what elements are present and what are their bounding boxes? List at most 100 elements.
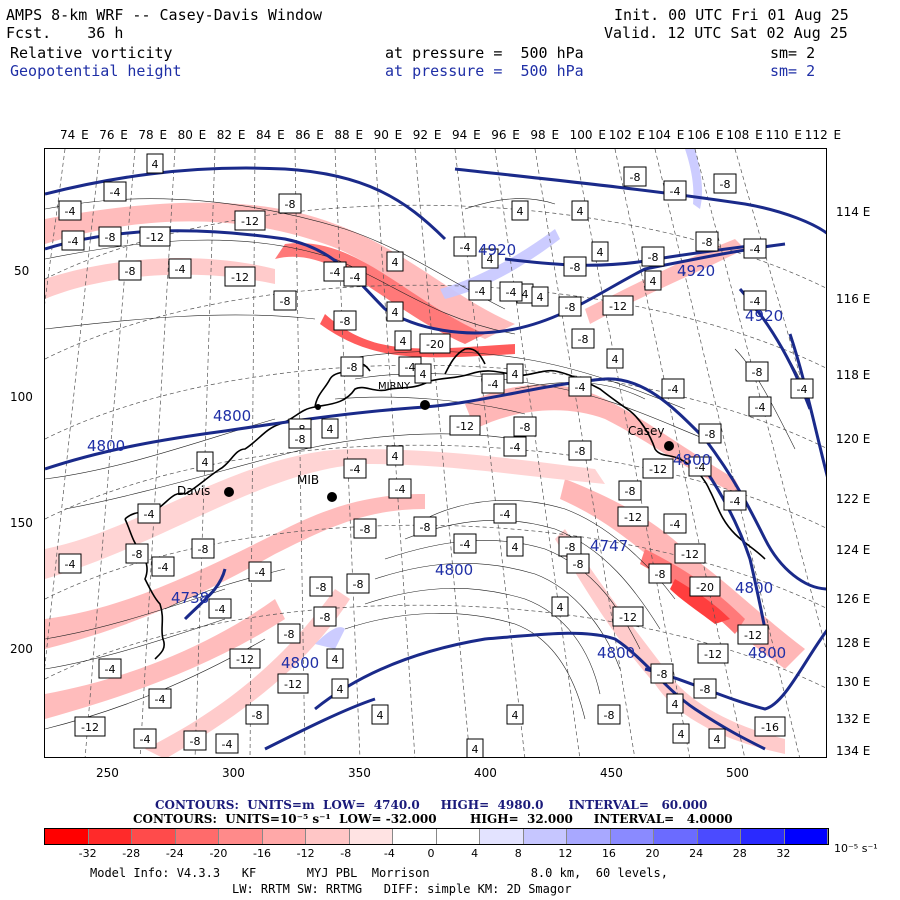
vorticity-value-box xyxy=(506,536,524,557)
vorticity-value-box xyxy=(689,576,721,597)
vorticity-value-box xyxy=(137,503,161,524)
vorticity-value-label: 4 xyxy=(392,306,399,319)
vorticity-value-box xyxy=(642,458,674,479)
vorticity-value-label: -4 xyxy=(395,483,406,496)
height-contour-legend: CONTOURS: UNITS=m LOW= 4740.0 HIGH= 4980… xyxy=(155,798,708,812)
vorticity-value-box xyxy=(513,416,537,437)
height-label: 4800 xyxy=(281,654,320,672)
vorticity-value-box xyxy=(234,210,266,231)
top-longitude-label: 90 E xyxy=(373,128,403,142)
vorticity-value-box xyxy=(688,456,712,477)
colorbar-label: 24 xyxy=(689,847,704,860)
colorbar-label: 8 xyxy=(514,847,522,860)
top-longitude-label: 84 E xyxy=(256,128,285,142)
bottom-tick: 250 xyxy=(96,766,119,780)
vorticity-value-box xyxy=(708,728,726,749)
vorticity-value-label: -4 xyxy=(730,495,741,508)
colorbar-label: 20 xyxy=(645,847,660,860)
vorticity-value-label: -8 xyxy=(720,178,731,191)
top-longitude-label: 110 E xyxy=(765,128,802,142)
left-tick: 150 xyxy=(10,516,33,530)
vorticity-value-label: -12 xyxy=(81,721,99,734)
vorticity-value-box xyxy=(453,533,477,554)
top-longitude-label: 94 E xyxy=(452,128,481,142)
vorticity-value-box xyxy=(196,451,214,472)
station-label-casey: Casey xyxy=(628,424,665,438)
colorbar-label: 0 xyxy=(427,847,435,860)
valid-time: Valid. 12 UTC Sat 02 Aug 25 xyxy=(604,24,848,42)
vorticity-value-box xyxy=(277,623,301,644)
vorticity-value-box xyxy=(388,478,412,499)
vorticity-value-box xyxy=(737,624,769,645)
vorticity-value-label: -8 xyxy=(105,231,116,244)
vorticity-value-box xyxy=(551,596,569,617)
vorticity-value-label: -16 xyxy=(761,721,779,734)
vorticity-value-label: -8 xyxy=(190,735,201,748)
vorticity-value-box xyxy=(503,436,527,457)
top-longitude-label: 86 E xyxy=(295,128,324,142)
vorticity-value-box xyxy=(139,226,171,247)
vorticity-value-label: -4 xyxy=(460,241,471,254)
vorticity-value-box xyxy=(98,226,122,247)
vorticity-value-box xyxy=(623,166,647,187)
vorticity-value-label: -12 xyxy=(241,215,259,228)
vorticity-value-box xyxy=(224,266,256,287)
vorticity-value-label: -4 xyxy=(575,381,586,394)
right-longitude-label: 132 E xyxy=(836,712,871,726)
vorticity-value-label: 4 xyxy=(714,733,721,746)
vorticity-value-box xyxy=(340,356,364,377)
vorticity-value-label: 4 xyxy=(612,353,619,366)
colorbar-label: 32 xyxy=(776,847,791,860)
map-plot[interactable]: 4 -4 -4 -8 -4 -8 -12 -12 -8 -4 -12 -4 -4 4 -8 -8 4 -20 -8 -… xyxy=(44,148,827,758)
vorticity-value-label: -4 xyxy=(500,508,511,521)
vorticity-value-label: -12 xyxy=(236,653,254,666)
vorticity-value-box xyxy=(118,260,142,281)
vorticity-value-label: 4 xyxy=(392,450,399,463)
vorticity-value-box xyxy=(413,516,437,537)
vorticity-value-label: 4 xyxy=(472,743,479,756)
field1-level: at pressure = 500 hPa xyxy=(385,44,584,62)
vorticity-value-label: -8 xyxy=(578,333,589,346)
vorticity-value-label: -8 xyxy=(320,611,331,624)
vorticity-value-box xyxy=(566,553,590,574)
height-label: 4738 xyxy=(171,589,210,607)
vorticity-value-label: -4 xyxy=(105,663,116,676)
left-tick: 200 xyxy=(10,642,33,656)
vorticity-value-label: -4 xyxy=(750,295,761,308)
top-longitude-label: 106 E xyxy=(687,128,724,142)
vorticity-value-box xyxy=(568,376,592,397)
vorticity-value-label: -4 xyxy=(460,538,471,551)
vorticity-value-box xyxy=(506,363,524,384)
vorticity-value-box xyxy=(493,503,517,524)
product-title: AMPS 8-km WRF -- Casey-Davis Window xyxy=(6,6,323,24)
vorticity-value-box xyxy=(273,290,297,311)
vorticity-value-box xyxy=(309,576,333,597)
vorticity-value-label: -4 xyxy=(350,463,361,476)
vorticity-value-label: 4 xyxy=(202,456,209,469)
vorticity-value-box xyxy=(597,704,621,725)
vorticity-value-box xyxy=(394,330,412,351)
vorticity-value-box xyxy=(353,518,377,539)
vorticity-value-box xyxy=(103,181,127,202)
vorticity-value-label: -4 xyxy=(255,566,266,579)
height-label: 4800 xyxy=(673,451,712,469)
vorticity-value-label: -4 xyxy=(140,733,151,746)
vorticity-value-box xyxy=(606,348,624,369)
vorticity-value-label: 4 xyxy=(517,205,524,218)
vorticity-value-box xyxy=(151,556,175,577)
vorticity-value-label: -12 xyxy=(704,648,722,661)
vorticity-value-label: -12 xyxy=(456,420,474,433)
forecast-hour: Fcst. 36 h xyxy=(6,24,124,42)
vorticity-value-box xyxy=(146,153,164,174)
vorticity-value-label: 4 xyxy=(337,683,344,696)
right-longitude-label: 126 E xyxy=(836,592,871,606)
vorticity-value-box xyxy=(453,236,477,257)
vorticity-value-box xyxy=(191,538,215,559)
vorticity-value-label: 4 xyxy=(557,601,564,614)
colorbar-label: 12 xyxy=(558,847,573,860)
vorticity-value-label: 4 xyxy=(537,291,544,304)
vorticity-value-box xyxy=(277,673,309,694)
vorticity-value-box xyxy=(133,728,157,749)
vorticity-value-box xyxy=(148,688,172,709)
left-tick: 50 xyxy=(14,264,30,278)
